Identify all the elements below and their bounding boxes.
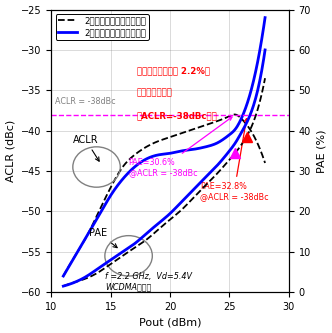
2倍波フィードバック無し: [233, 113, 237, 117]
2倍波フィードバック無し: [263, 161, 267, 165]
Text: 高調波注入により 2.2%の: 高調波注入により 2.2%の: [137, 66, 210, 75]
2倍波フィードバック有り: [181, 149, 185, 153]
Text: PAE=32.8%
@ACLR = -38dBc: PAE=32.8% @ACLR = -38dBc: [200, 119, 268, 201]
2倍波フィードバック無し: [62, 273, 66, 277]
2倍波フィードバック有り: [62, 273, 66, 277]
2倍波フィードバック有り: [231, 130, 235, 134]
Text: PAE: PAE: [89, 228, 117, 248]
2倍波フィードバック有り: [185, 148, 189, 152]
Text: f =2.2 GHz,  Vd=5.4V
WCDMA変調波: f =2.2 GHz, Vd=5.4V WCDMA変調波: [105, 272, 192, 291]
Text: ACLR: ACLR: [73, 135, 99, 161]
Text: 高効率化を実現: 高効率化を実現: [137, 89, 173, 98]
Text: （ACLR=-38dBc時）: （ACLR=-38dBc時）: [137, 111, 218, 120]
2倍波フィードバック無し: [185, 130, 189, 134]
2倍波フィードバック無し: [181, 131, 185, 135]
Line: 2倍波フィードバック無し: 2倍波フィードバック無し: [63, 115, 265, 276]
2倍波フィードバック無し: [61, 274, 65, 278]
2倍波フィードバック有り: [244, 105, 248, 109]
Line: 2倍波フィードバック有り: 2倍波フィードバック有り: [63, 18, 265, 276]
Y-axis label: PAE (%): PAE (%): [316, 129, 326, 172]
2倍波フィードバック無し: [245, 123, 249, 127]
2倍波フィードバック有り: [181, 149, 185, 153]
2倍波フィードバック有り: [263, 16, 267, 20]
Text: PAE=30.6%
@ACLR = -38dBc: PAE=30.6% @ACLR = -38dBc: [128, 117, 232, 177]
Y-axis label: ACLR (dBc): ACLR (dBc): [6, 120, 16, 182]
2倍波フィードバック無し: [181, 131, 185, 135]
X-axis label: Pout (dBm): Pout (dBm): [139, 317, 202, 327]
Legend: 2倍波フィードバック無し, 2倍波フィードバック有り: 2倍波フィードバック無し, 2倍波フィードバック有り: [56, 14, 149, 40]
2倍波フィードバック有り: [61, 274, 65, 278]
Text: ACLR = -38dBc: ACLR = -38dBc: [55, 98, 116, 107]
2倍波フィードバック無し: [231, 113, 235, 117]
